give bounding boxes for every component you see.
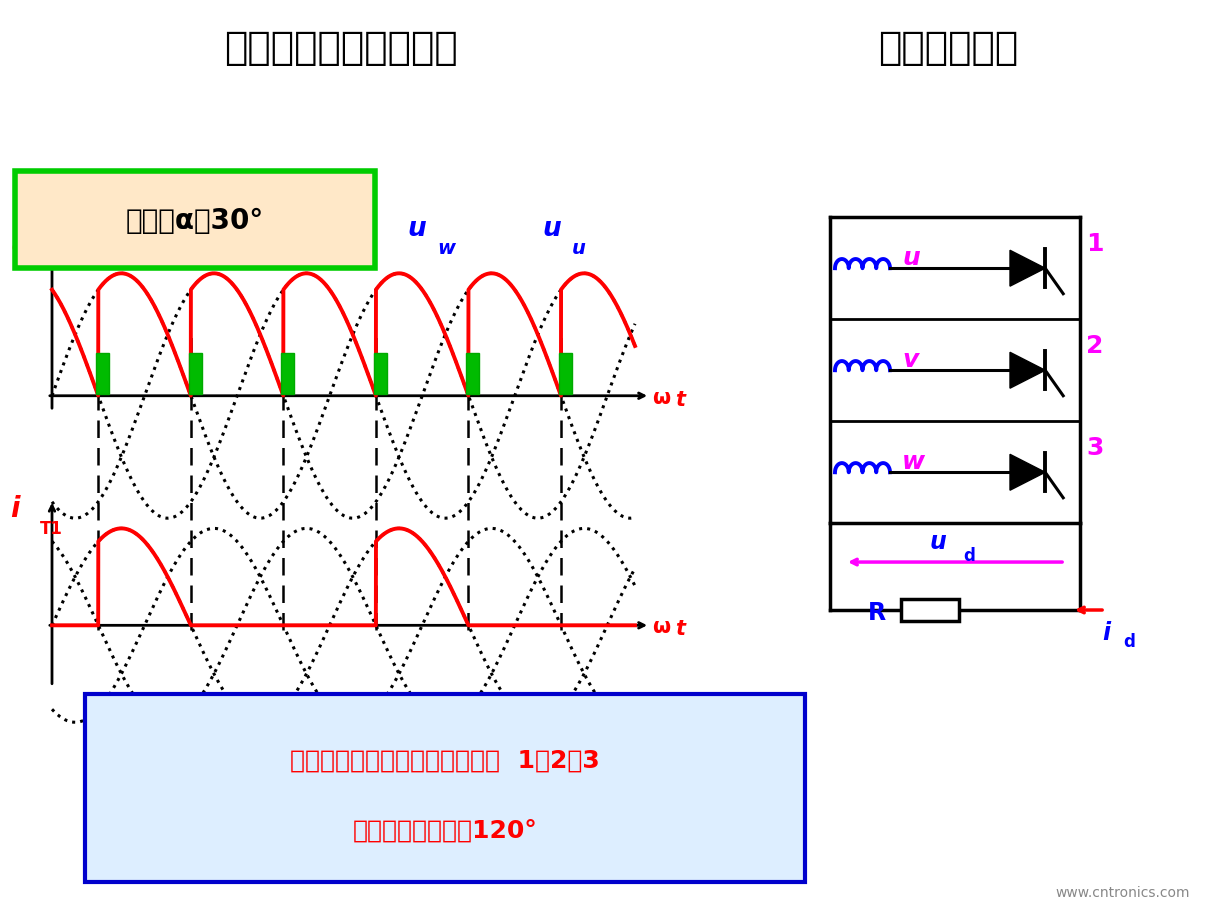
Bar bbox=[85, 694, 805, 883]
Bar bbox=[901, 599, 959, 621]
Bar bbox=[188, 353, 202, 394]
Text: u: u bbox=[10, 230, 29, 258]
Text: 纯电阻性负载: 纯电阻性负载 bbox=[878, 29, 1019, 67]
Text: u: u bbox=[930, 529, 947, 553]
Text: R: R bbox=[868, 600, 886, 625]
Text: 1: 1 bbox=[1086, 231, 1103, 256]
Text: v: v bbox=[302, 239, 315, 258]
Text: v: v bbox=[902, 348, 918, 372]
Bar bbox=[467, 353, 479, 394]
Text: 3: 3 bbox=[1086, 435, 1103, 459]
Polygon shape bbox=[1010, 455, 1046, 491]
Text: w: w bbox=[902, 450, 925, 474]
Text: i: i bbox=[1102, 619, 1110, 644]
Text: u: u bbox=[167, 239, 181, 258]
Text: u: u bbox=[542, 215, 561, 241]
Text: u: u bbox=[902, 246, 919, 270]
Text: www.cntronics.com: www.cntronics.com bbox=[1055, 885, 1190, 899]
Text: u: u bbox=[572, 239, 586, 258]
Bar bbox=[96, 353, 109, 394]
Text: t: t bbox=[675, 619, 685, 639]
Bar bbox=[559, 353, 572, 394]
Text: d: d bbox=[963, 547, 975, 565]
Text: d: d bbox=[1124, 632, 1135, 650]
Text: 晶闸管导通角仍为120°: 晶闸管导通角仍为120° bbox=[353, 818, 537, 842]
Bar bbox=[15, 172, 375, 269]
Text: 电流处于连续与断续的临界点，  1、2、3: 电流处于连续与断续的临界点， 1、2、3 bbox=[291, 748, 599, 772]
Text: 2: 2 bbox=[1086, 333, 1103, 357]
Text: u: u bbox=[407, 215, 426, 241]
Text: ω: ω bbox=[652, 387, 670, 407]
Bar bbox=[281, 353, 294, 394]
Text: u: u bbox=[272, 215, 291, 241]
Polygon shape bbox=[1010, 251, 1046, 287]
Text: i: i bbox=[10, 495, 19, 523]
Polygon shape bbox=[1010, 353, 1046, 389]
Text: d: d bbox=[40, 255, 52, 273]
Text: t: t bbox=[675, 390, 685, 409]
Text: 控制角α＝30°: 控制角α＝30° bbox=[126, 207, 264, 234]
Text: T1: T1 bbox=[40, 520, 63, 537]
Text: ω: ω bbox=[652, 617, 670, 637]
Text: w: w bbox=[437, 239, 455, 258]
Bar bbox=[373, 353, 387, 394]
Text: u: u bbox=[137, 215, 156, 241]
Text: 三相半波可控整流电路: 三相半波可控整流电路 bbox=[224, 29, 457, 67]
